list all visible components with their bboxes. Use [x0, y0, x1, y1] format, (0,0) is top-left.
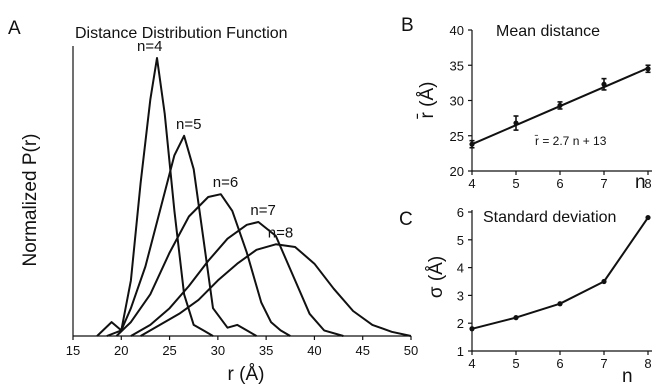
panel-c-title: Standard deviation — [483, 209, 616, 226]
panel-c-data-point — [557, 301, 563, 307]
panel-c-x-tick-label: 6 — [556, 356, 563, 371]
panel-b-x-tick-label: 8 — [644, 176, 651, 191]
panel-letter-c: C — [399, 209, 413, 230]
panel-a-y-axis-label: Normalized P(r) — [20, 133, 41, 266]
panel-c-series-line — [471, 217, 649, 330]
panel-c-standard-deviation: Standard deviation σ (Å) n 4 5 6 7 8 1 2 3 4 5 6 — [426, 205, 652, 385]
panel-c-data-point — [645, 214, 651, 221]
panel-b-mean-distance: Mean distance r̄ (Å) n r̄ = 2.7 n + 13 4… — [417, 23, 652, 193]
panel-a-series-5 — [106, 134, 257, 337]
panel-b-fit-equation: r̄ = 2.7 n + 13 — [534, 134, 606, 148]
panel-b-x-tick-label: 7 — [600, 176, 607, 191]
panel-c-y-tick-label: 4 — [457, 261, 464, 276]
panel-a-series-label: n=8 — [268, 224, 293, 241]
panel-c-data-point — [601, 278, 607, 285]
panel-b-y-tick-label: 25 — [450, 129, 464, 144]
panel-a-series-label: n=6 — [213, 174, 238, 191]
panel-c-x-axis-label: n — [622, 366, 633, 385]
panel-b-y-axis-label: r̄ (Å) — [417, 82, 438, 120]
panel-a-x-tick-label: 35 — [259, 343, 273, 358]
panel-a-x-tick-label: 30 — [211, 343, 225, 358]
panel-c-x-tick-label: 5 — [512, 356, 519, 371]
panel-b-data-point — [645, 66, 651, 72]
panel-b-data-point — [469, 141, 475, 147]
panel-b-x-tick-label: 4 — [468, 176, 475, 191]
panel-c-x-tick-label: 8 — [644, 356, 651, 371]
panel-b-y-tick-label: 20 — [450, 164, 464, 179]
panel-b-y-tick-label: 30 — [450, 94, 464, 109]
panel-a-x-axis-label: r (Å) — [228, 364, 265, 385]
panel-a-x-tick-label: 25 — [162, 343, 176, 358]
panel-a-series-8 — [140, 243, 412, 337]
panel-b-data-point — [601, 81, 607, 87]
panel-c-y-axis-label: σ (Å) — [426, 256, 447, 298]
panel-b-y-tick-label: 35 — [450, 58, 464, 73]
panel-letter-b: B — [401, 15, 414, 36]
panel-c-y-tick-label: 1 — [457, 344, 464, 359]
panel-a-x-tick-label: 50 — [404, 343, 418, 358]
panel-a-x-tick-label: 20 — [114, 343, 128, 358]
panel-c-y-tick-label: 3 — [457, 288, 464, 303]
panel-b-x-tick-label: 6 — [556, 176, 563, 191]
panel-c-y-tick-label: 5 — [457, 233, 464, 248]
panel-a-series-label: n=7 — [250, 202, 275, 219]
panel-c-data-point — [513, 315, 519, 321]
panel-letter-a: A — [8, 18, 21, 39]
panel-a-series-7 — [130, 221, 344, 337]
panel-a-series-label: n=4 — [137, 38, 162, 55]
panel-a-series-4 — [96, 57, 214, 337]
panel-b-x-axis-label: n — [635, 172, 646, 193]
panel-b-title: Mean distance — [496, 23, 600, 40]
panel-c-y-tick-label: 2 — [457, 316, 464, 331]
panel-a-x-tick-label: 15 — [66, 343, 80, 358]
panel-b-data-point — [513, 120, 519, 126]
panel-a-series-6 — [115, 193, 291, 337]
panel-b-y-tick-label: 40 — [450, 23, 464, 38]
panel-a-series-label: n=5 — [176, 116, 201, 133]
panel-c-y-tick-label: 6 — [457, 205, 464, 220]
panel-a-title: Distance Distribution Function — [75, 25, 288, 42]
panel-a-x-tick-label: 40 — [307, 343, 321, 358]
panel-a-distance-distribution: Distance Distribution Function Normalize… — [20, 25, 418, 385]
panel-b-data-point — [557, 102, 563, 109]
panel-a-x-tick-label: 45 — [355, 343, 369, 358]
panel-c-data-point — [469, 326, 475, 332]
panel-b-x-tick-label: 5 — [512, 176, 519, 191]
panel-c-x-tick-label: 7 — [600, 356, 607, 371]
panel-c-x-tick-label: 4 — [468, 356, 475, 371]
